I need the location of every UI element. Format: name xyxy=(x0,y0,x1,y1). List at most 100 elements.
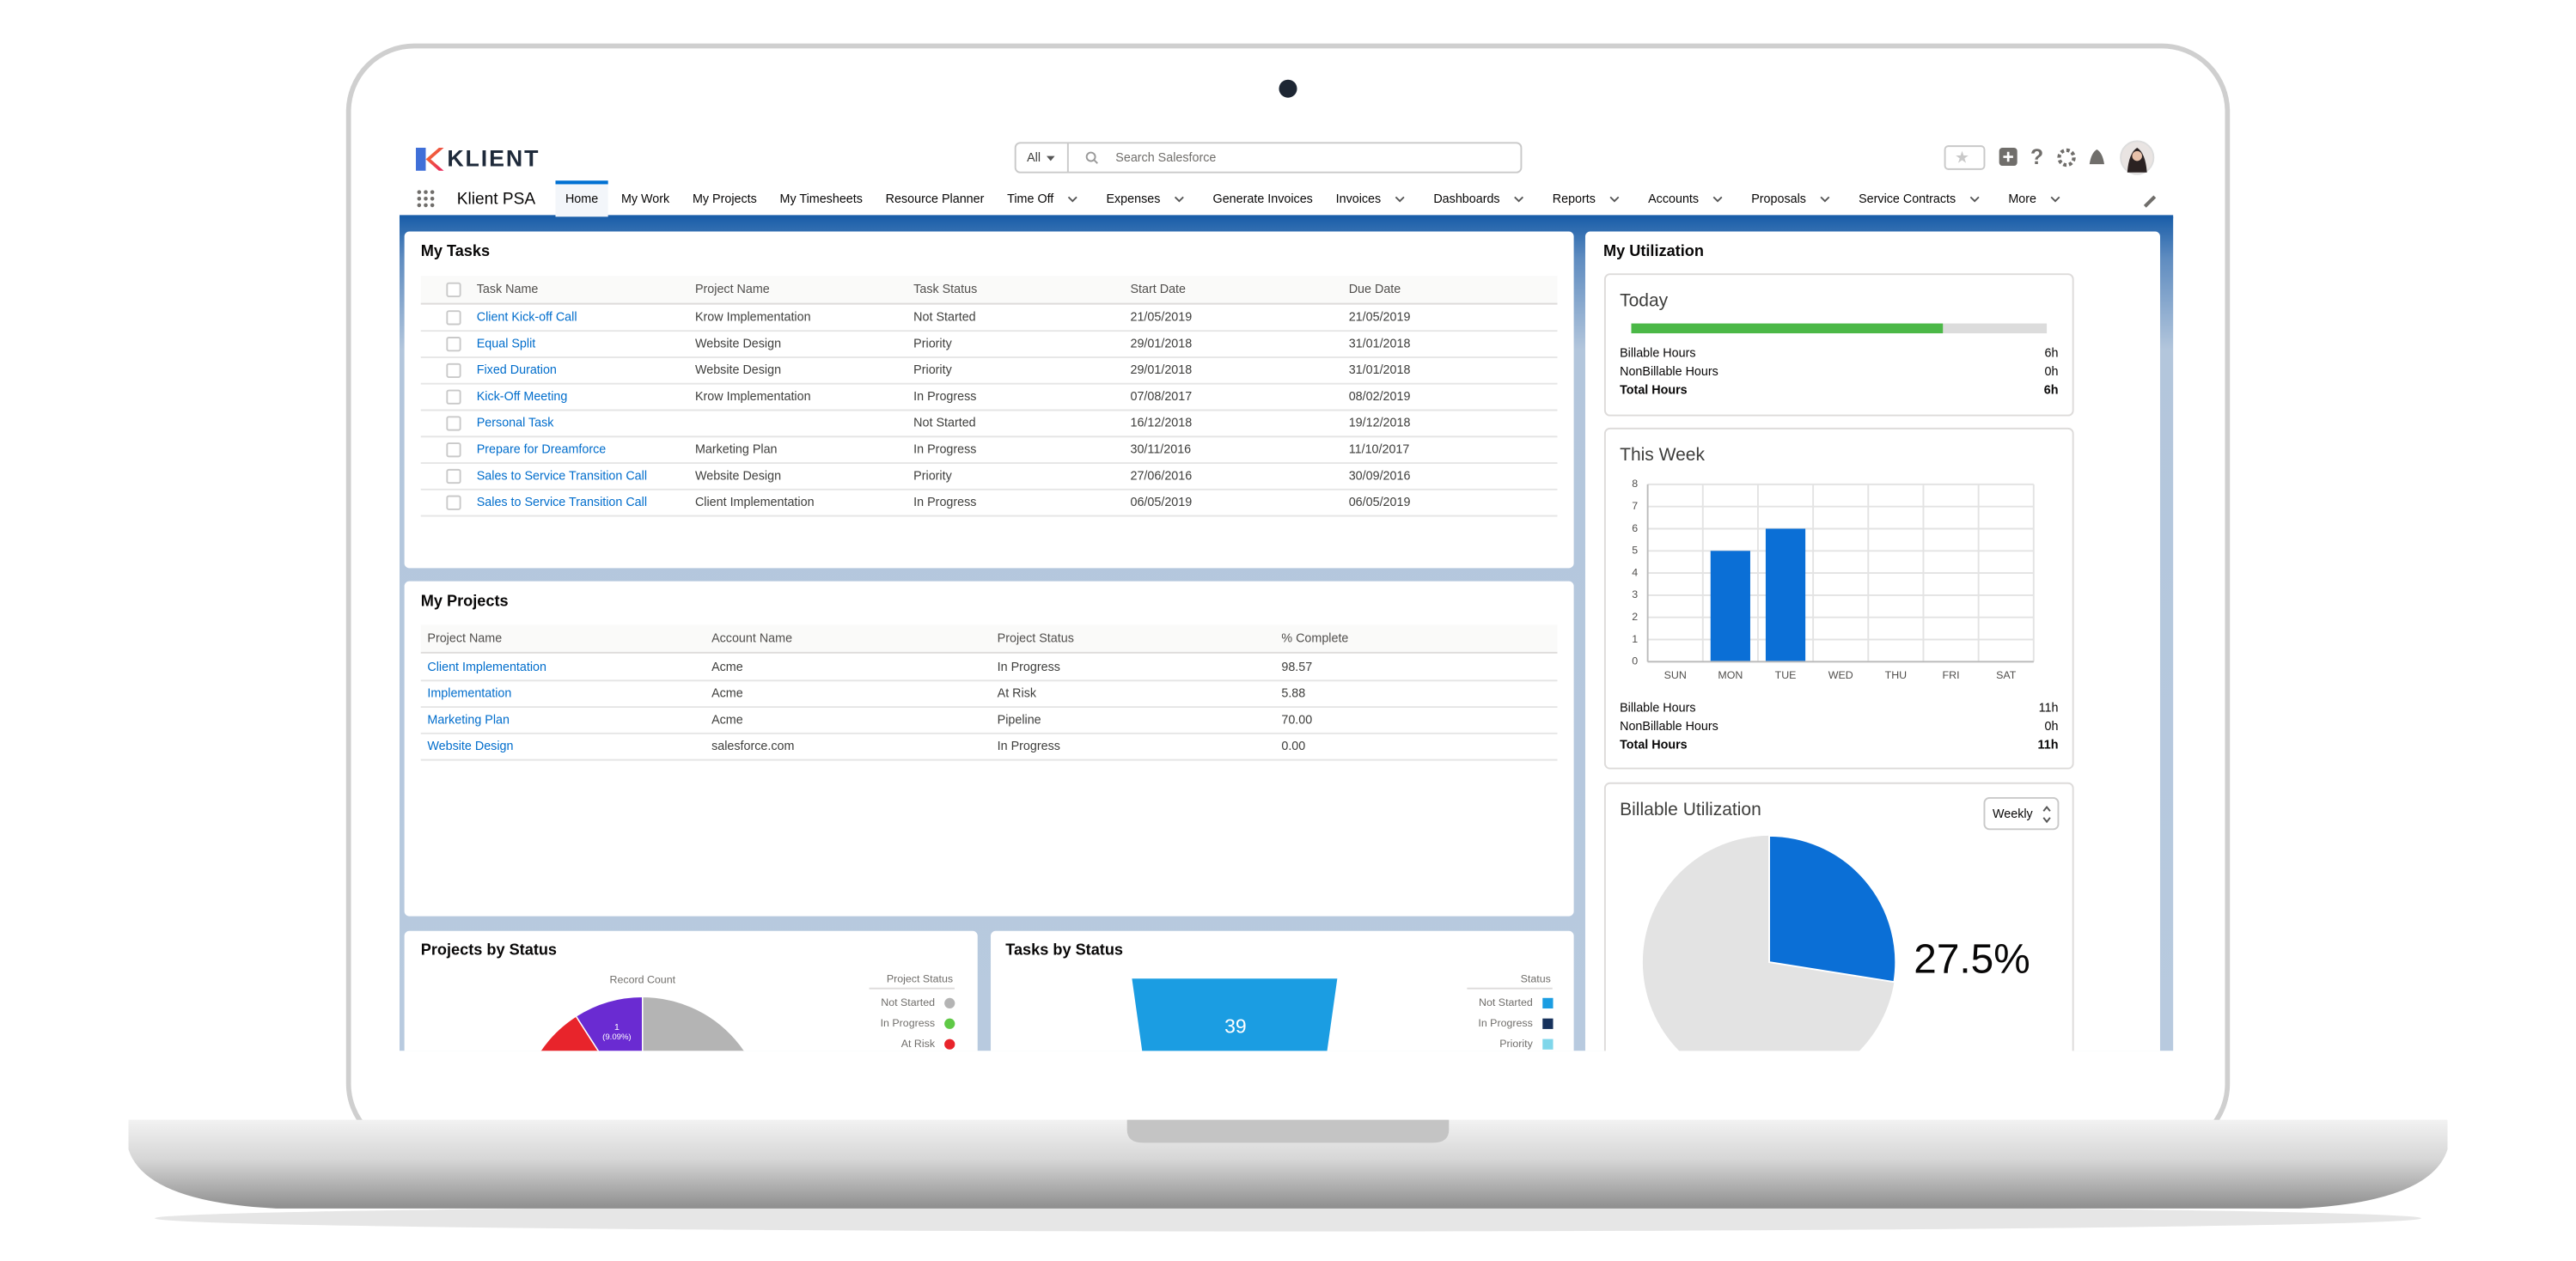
search-placeholder[interactable]: Search Salesforce xyxy=(1115,151,1216,165)
checkbox[interactable] xyxy=(446,282,461,297)
cell: Acme xyxy=(711,687,743,701)
nav-item[interactable]: Home xyxy=(565,192,598,206)
nav-item[interactable]: My Projects xyxy=(693,192,757,206)
nav-chevron[interactable] xyxy=(2050,196,2060,203)
checkbox[interactable] xyxy=(446,442,461,458)
nav-chevron[interactable] xyxy=(1174,196,1184,203)
favorites-button[interactable] xyxy=(1944,145,1986,170)
hours-value: 6h xyxy=(2044,384,2059,398)
column-header: Task Status xyxy=(913,283,977,296)
cell: Krow Implementation xyxy=(695,311,811,325)
y-tick-label: 0 xyxy=(1632,655,1638,667)
cell: 06/05/2019 xyxy=(1349,496,1411,509)
cell: Marketing Plan xyxy=(695,443,778,457)
nav-item[interactable]: My Timesheets xyxy=(780,192,863,206)
card-title: This Week xyxy=(1620,445,1705,465)
cell: Not Started xyxy=(913,311,976,325)
nav-active-indicator xyxy=(555,180,608,185)
row-link[interactable]: Fixed Duration xyxy=(477,363,557,377)
row-link[interactable]: Marketing Plan xyxy=(427,713,510,727)
y-tick-label: 1 xyxy=(1632,633,1638,645)
nav-item[interactable]: Resource Planner xyxy=(886,192,985,206)
nav-item[interactable]: More xyxy=(2008,192,2036,206)
nav-chevron[interactable] xyxy=(1067,196,1077,203)
this-week-card xyxy=(1603,427,2074,770)
row-link[interactable]: Client Kick-off Call xyxy=(477,311,577,325)
nav-chevron[interactable] xyxy=(1514,196,1524,203)
cell: 21/05/2019 xyxy=(1131,311,1193,325)
cell: 08/02/2019 xyxy=(1349,390,1411,404)
nav-item[interactable]: Proposals xyxy=(1751,192,1806,206)
nav-item[interactable]: My Work xyxy=(621,192,670,206)
nav-chevron[interactable] xyxy=(1820,196,1830,203)
row-link[interactable]: Prepare for Dreamforce xyxy=(477,443,607,457)
cell: 29/01/2018 xyxy=(1131,363,1193,377)
row-link[interactable]: Equal Split xyxy=(477,337,536,350)
period-select-label[interactable]: Weekly xyxy=(1993,807,2034,821)
favorites-icon: ★ xyxy=(1955,149,1969,168)
bar xyxy=(1710,551,1750,662)
checkbox[interactable] xyxy=(446,310,461,326)
checkbox[interactable] xyxy=(446,362,461,379)
hours-value: 11h xyxy=(2039,702,2059,716)
panel-title: Tasks by Status xyxy=(1005,941,1123,959)
row-link[interactable]: Sales to Service Transition Call xyxy=(477,496,647,509)
search-scope[interactable]: All xyxy=(1027,151,1041,165)
slice-label: 1 xyxy=(614,1022,620,1033)
notifications-icon[interactable] xyxy=(2089,149,2104,165)
hours-label: Billable Hours xyxy=(1620,702,1695,716)
row-link[interactable]: Sales to Service Transition Call xyxy=(477,469,647,483)
app-launcher-dot xyxy=(430,203,435,208)
nav-item[interactable]: Expenses xyxy=(1106,192,1160,206)
checkbox[interactable] xyxy=(446,337,461,352)
cell: 07/08/2017 xyxy=(1131,390,1193,404)
nav-item[interactable]: Accounts xyxy=(1648,192,1699,206)
search-box[interactable] xyxy=(1014,142,1523,174)
camera xyxy=(1279,79,1297,98)
legend-swatch xyxy=(1542,1039,1554,1050)
projects-by-status-panel xyxy=(404,930,978,1051)
row-link[interactable]: Website Design xyxy=(427,740,513,753)
row-link[interactable]: Implementation xyxy=(427,687,511,701)
checkbox[interactable] xyxy=(446,389,461,405)
checkbox[interactable] xyxy=(446,468,461,484)
column-header: Project Status xyxy=(998,631,1074,645)
legend-label: Not Started xyxy=(881,996,935,1008)
cell: In Progress xyxy=(913,443,976,457)
help-icon[interactable]: ? xyxy=(2030,146,2043,169)
nav-item[interactable]: Time Off xyxy=(1007,192,1053,206)
search-scope-arrow xyxy=(1047,155,1055,161)
column-header: % Complete xyxy=(1281,631,1348,645)
nav-item[interactable]: Service Contracts xyxy=(1859,192,1956,206)
nav-item[interactable]: Reports xyxy=(1553,192,1596,206)
cell: Website Design xyxy=(695,363,781,377)
cell: 0.00 xyxy=(1281,740,1305,753)
row-link[interactable]: Personal Task xyxy=(477,417,555,430)
nav-chevron[interactable] xyxy=(1712,196,1723,203)
nav-item[interactable]: Dashboards xyxy=(1433,192,1499,206)
period-select[interactable] xyxy=(1983,797,2060,831)
legend-swatch xyxy=(944,997,955,1009)
app-launcher-dot xyxy=(417,196,422,201)
edit-nav-icon[interactable] xyxy=(2143,195,2157,208)
nav-item[interactable]: Generate Invoices xyxy=(1213,192,1313,206)
checkbox[interactable] xyxy=(446,495,461,510)
card-title: Today xyxy=(1620,290,1669,310)
column-header: Account Name xyxy=(711,631,792,645)
funnel-segment xyxy=(1132,978,1338,1051)
nav-chevron[interactable] xyxy=(1395,196,1405,203)
nav-chevron[interactable] xyxy=(1969,196,1980,203)
nav-chevron[interactable] xyxy=(1609,196,1620,203)
cell: 30/11/2016 xyxy=(1131,443,1192,457)
laptop-notch xyxy=(1126,1119,1450,1143)
app-name: Klient PSA xyxy=(457,190,536,208)
nav-item[interactable]: Invoices xyxy=(1336,192,1382,206)
row-link[interactable]: Client Implementation xyxy=(427,661,546,674)
column-header: Task Name xyxy=(477,283,539,296)
my-projects-panel xyxy=(404,581,1574,917)
checkbox[interactable] xyxy=(446,416,461,431)
setup-icon[interactable] xyxy=(2057,148,2076,168)
row-link[interactable]: Kick-Off Meeting xyxy=(477,390,568,404)
avatar-face xyxy=(2132,150,2142,161)
app-launcher[interactable] xyxy=(417,190,435,208)
